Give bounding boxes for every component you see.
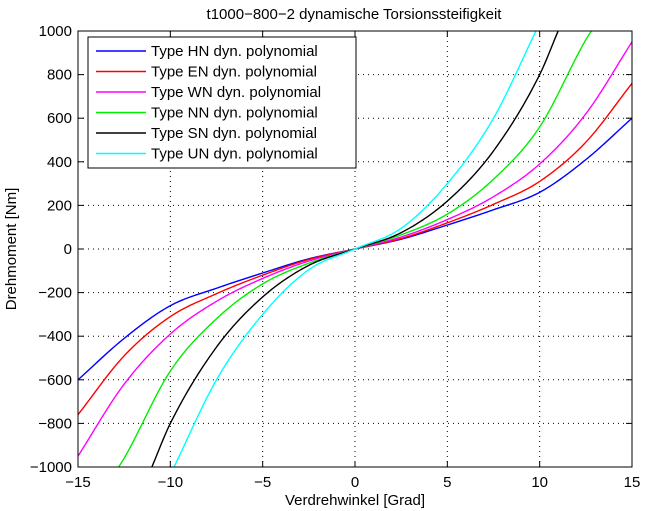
y-tick-label: 1000 (39, 23, 72, 40)
legend-entry: Type EN dyn. polynomial (151, 64, 317, 81)
series-line (173, 31, 537, 467)
legend-entry: Type SN dyn. polynomial (151, 125, 317, 142)
axis-ticks: −15 −10 −5 0 5 10 15 −1000 −800 −600 −400 −200 0 200 4… (30, 23, 640, 491)
y-tick-label: −1000 (30, 459, 72, 476)
x-tick-label: 15 (624, 474, 641, 491)
y-tick-label: 0 (64, 241, 72, 258)
y-axis-label: Drehmoment [Nm] (3, 188, 20, 311)
y-tick-label: −400 (38, 328, 72, 345)
y-tick-label: −600 (38, 372, 72, 389)
y-tick-label: 800 (47, 67, 72, 84)
x-tick-label: 5 (443, 474, 451, 491)
x-tick-label: −15 (65, 474, 90, 491)
legend-entry: Type HN dyn. polynomial (151, 43, 318, 60)
legend: Type HN dyn. polynomial Type EN dyn. poly… (87, 36, 357, 169)
y-tick-label: 200 (47, 197, 72, 214)
x-tick-label: −10 (158, 474, 183, 491)
legend-box (87, 36, 357, 169)
y-tick-label: −800 (38, 415, 72, 432)
x-tick-label: −5 (254, 474, 271, 491)
series-lines (78, 31, 632, 467)
y-tick-label: 600 (47, 110, 72, 127)
y-tick-label: 400 (47, 154, 72, 171)
chart-title: t1000−800−2 dynamische Torsionssteifigke… (207, 6, 503, 23)
x-tick-label: 10 (531, 474, 548, 491)
legend-entry: Type WN dyn. polynomial (151, 84, 321, 101)
x-axis-label: Verdrehwinkel [Grad] (285, 492, 425, 509)
legend-entry: Type UN dyn. polynomial (151, 146, 318, 163)
y-tick-label: −200 (38, 285, 72, 302)
legend-entry: Type NN dyn. polynomial (151, 105, 318, 122)
x-tick-label: 0 (351, 474, 359, 491)
